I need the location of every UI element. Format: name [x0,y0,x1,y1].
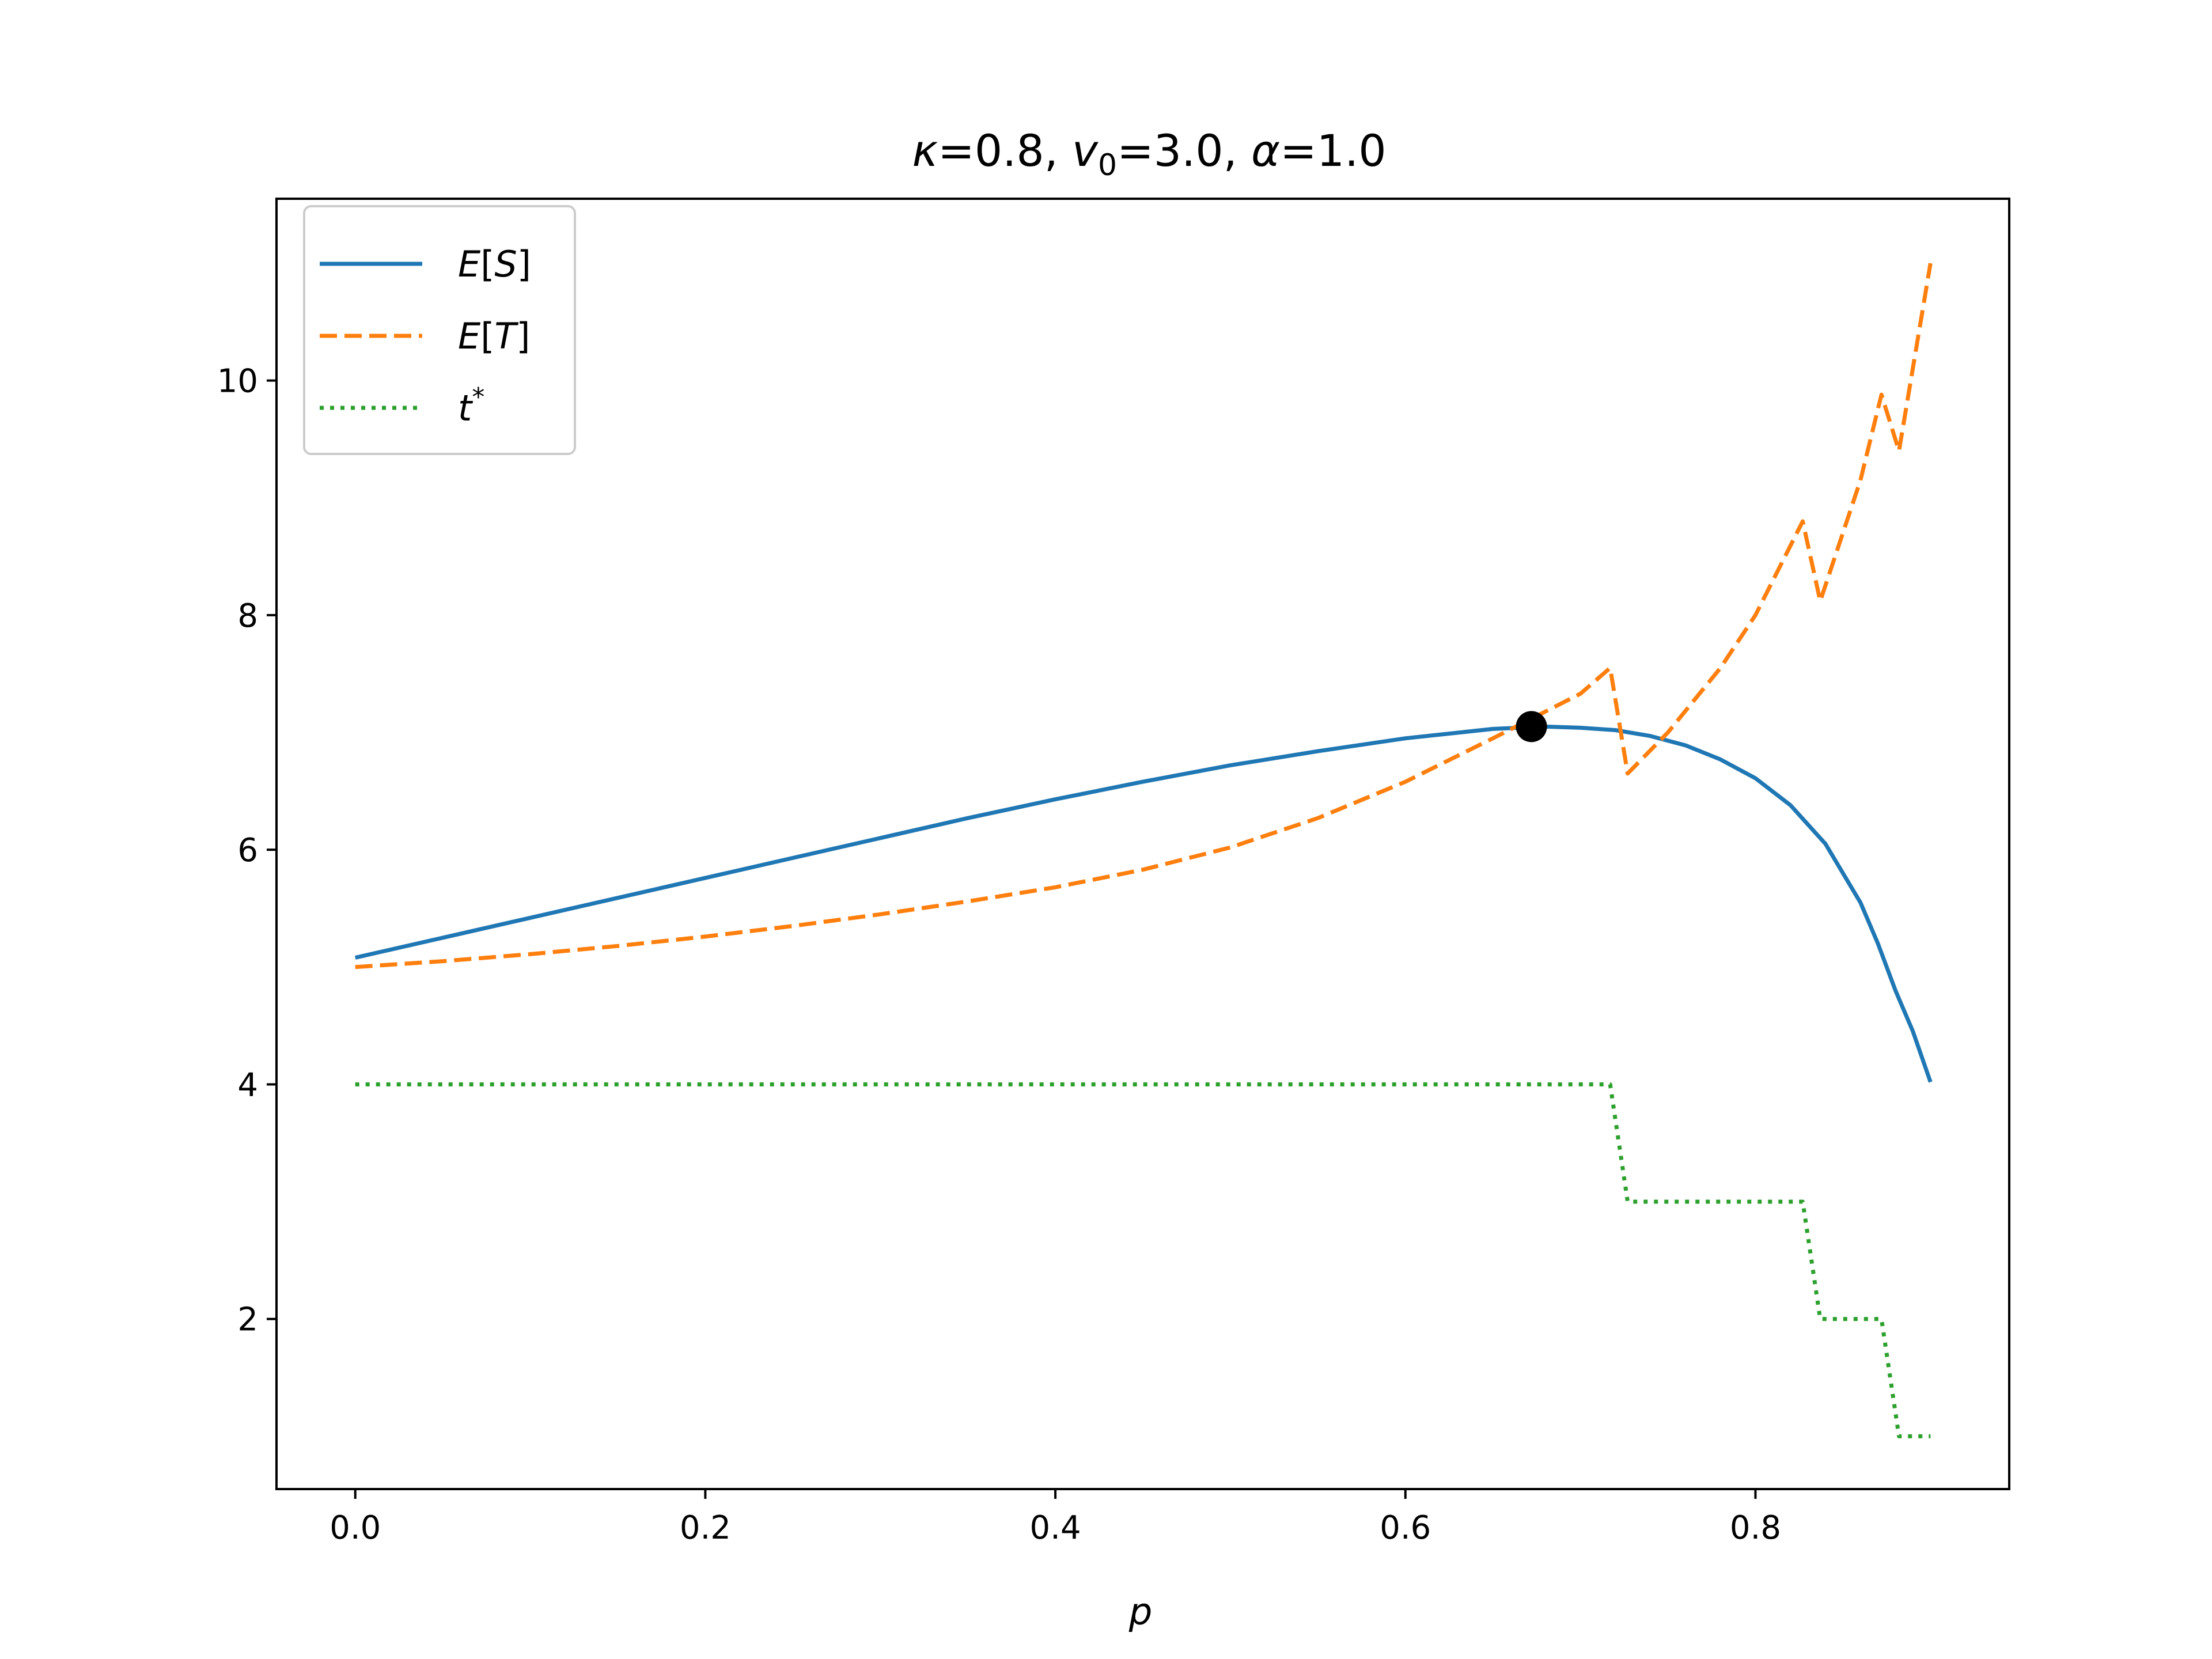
legend-label-es: E[S] [458,243,531,285]
y-tick-label: 8 [237,597,258,635]
y-tick-label: 4 [237,1066,258,1104]
series-line-tstar [355,1082,1931,1438]
plot-area [354,263,1933,1438]
legend-label-tstar: t* [458,382,484,429]
series-line-et [355,263,1933,969]
axes-frame [275,198,2010,1490]
y-tick-label: 2 [237,1301,258,1339]
x-tick-label: 0.2 [680,1509,731,1547]
y-tick-label: 6 [237,832,258,869]
title-alpha-value: =1.0 [1280,125,1387,176]
title-kappa-value: =0.8, [938,125,1072,176]
legend-box [303,205,576,455]
title-v-symbol: v [1072,125,1099,176]
chart-title: κ=0.8, v0=3.0, α=1.0 [912,125,1386,183]
title-v-value: =3.0, [1117,125,1251,176]
y-tick-label: 10 [217,363,258,400]
x-axis-label: p [1128,1591,1153,1634]
y-axis: 2 4 6 8 10 [217,363,276,1339]
x-tick-label: 0.6 [1380,1509,1431,1547]
x-tick-label: 0.0 [329,1509,381,1547]
legend-label-et: E[T] [458,315,530,357]
legend: E[S] E[T] t* [303,205,576,455]
title-kappa-symbol: κ [912,125,938,176]
title-v-subscript: 0 [1098,148,1117,183]
title-alpha-symbol: α [1251,125,1280,176]
x-tick-label: 0.8 [1730,1509,1781,1547]
x-axis: 0.0 0.2 0.4 0.6 0.8 [329,1489,1781,1547]
highlight-point [1516,711,1547,743]
x-tick-label: 0.4 [1030,1509,1081,1547]
